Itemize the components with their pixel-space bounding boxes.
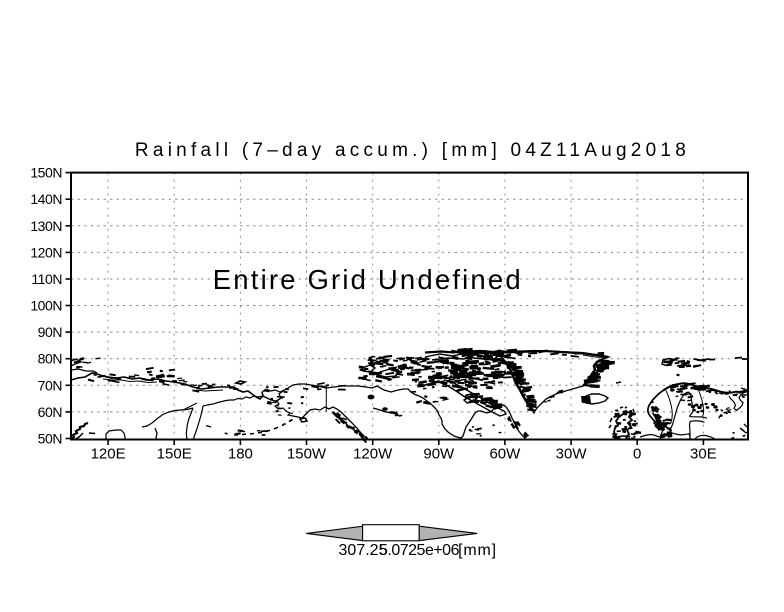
svg-text:Entire Grid Undefined: Entire Grid Undefined [213,264,523,295]
svg-text:150E: 150E [157,446,192,463]
svg-text:180: 180 [228,446,253,463]
svg-text:130N: 130N [30,218,62,234]
svg-text:150W: 150W [287,446,327,463]
svg-text:120W: 120W [353,446,393,463]
svg-text:Rainfall (7–day accum.) [mm] 0: Rainfall (7–day accum.) [mm] 04Z11Aug201… [135,140,690,161]
svg-text:80N: 80N [38,351,62,367]
svg-text:60N: 60N [38,404,62,420]
svg-text:50N: 50N [38,431,62,447]
svg-text:140N: 140N [30,191,62,207]
svg-text:90W: 90W [423,446,455,463]
svg-text:70N: 70N [38,377,62,393]
svg-text:0: 0 [633,446,641,463]
svg-text:30W: 30W [556,446,588,463]
svg-text:307.25: 307.25 [339,542,388,559]
svg-text:110N: 110N [31,271,62,287]
svg-text:60W: 60W [489,446,521,463]
svg-text:5.0725e+06: 5.0725e+06 [379,542,460,559]
svg-text:[mm]: [mm] [458,542,497,559]
svg-text:100N: 100N [30,298,62,314]
svg-text:30E: 30E [690,446,717,463]
svg-text:120E: 120E [91,446,126,463]
svg-text:90N: 90N [38,324,62,340]
svg-text:120N: 120N [30,244,62,260]
svg-text:150N: 150N [30,165,62,181]
